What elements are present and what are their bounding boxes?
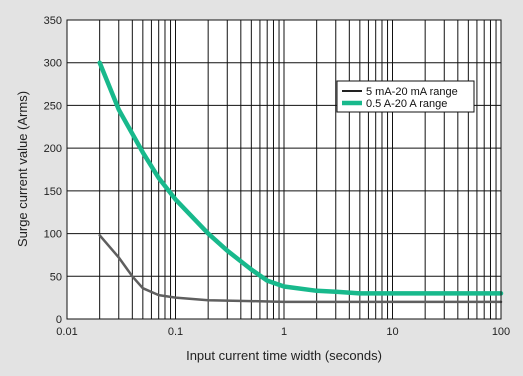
y-axis-title: Surge current value (Arms) (15, 91, 30, 247)
y-tick-label: 350 (44, 15, 62, 27)
y-tick-label: 0 (56, 314, 62, 326)
x-axis-title: Input current time width (seconds) (186, 348, 382, 363)
y-tick-label: 200 (44, 143, 62, 155)
x-tick-label: 1 (281, 326, 287, 338)
legend-label-2: 0.5 A-20 A range (366, 98, 447, 110)
y-tick-label: 250 (44, 100, 62, 112)
x-tick-label: 100 (492, 326, 510, 338)
y-tick-label: 50 (50, 271, 62, 283)
x-tick-label: 0.01 (56, 326, 77, 338)
legend-label-1: 5 mA-20 mA range (366, 86, 458, 98)
y-tick-label: 300 (44, 58, 62, 70)
y-tick-label: 100 (44, 229, 62, 241)
y-tick-label: 150 (44, 186, 62, 198)
x-tick-label: 10 (386, 326, 398, 338)
x-tick-label: 0.1 (168, 326, 183, 338)
